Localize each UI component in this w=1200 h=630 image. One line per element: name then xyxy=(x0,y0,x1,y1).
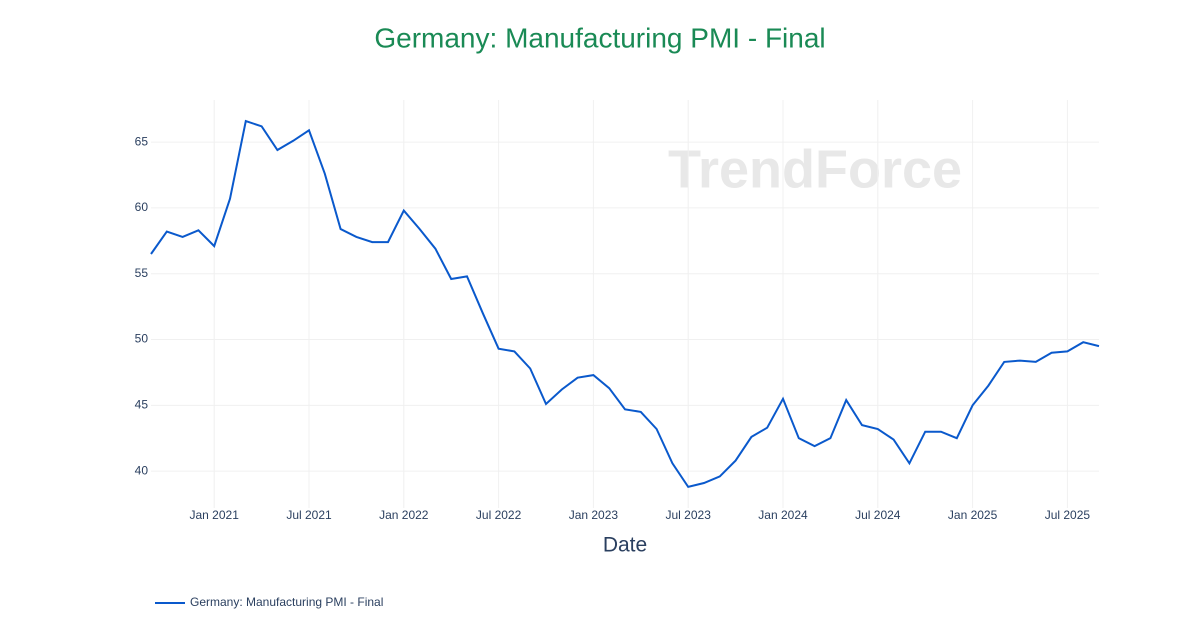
legend-label: Germany: Manufacturing PMI - Final xyxy=(190,595,383,609)
y-tick-label: 65 xyxy=(135,134,149,148)
line xyxy=(150,119,1100,489)
x-tick-label: Jul 2024 xyxy=(855,508,901,522)
x-tick-label: Jan 2021 xyxy=(190,508,240,522)
x-tick-label: Jan 2024 xyxy=(758,508,808,522)
y-tick-label: 40 xyxy=(135,463,149,477)
chart-title: Germany: Manufacturing PMI - Final xyxy=(374,22,825,53)
x-tick-label: Jul 2023 xyxy=(666,508,712,522)
y-tick-label: 60 xyxy=(135,200,149,214)
y-tick-label: 55 xyxy=(135,266,149,280)
y-tick-label: 45 xyxy=(135,398,149,412)
x-tick-label: Jan 2023 xyxy=(569,508,619,522)
watermark: TrendForce xyxy=(668,139,962,199)
x-tick-label: Jul 2022 xyxy=(476,508,522,522)
y-tick-label: 50 xyxy=(135,332,149,346)
x-tick-label: Jul 2025 xyxy=(1045,508,1091,522)
x-tick-label: Jan 2025 xyxy=(948,508,998,522)
x-axis-label: Date xyxy=(603,534,647,557)
x-tick-label: Jul 2021 xyxy=(286,508,332,522)
x-tick-label: Jan 2022 xyxy=(379,508,429,522)
